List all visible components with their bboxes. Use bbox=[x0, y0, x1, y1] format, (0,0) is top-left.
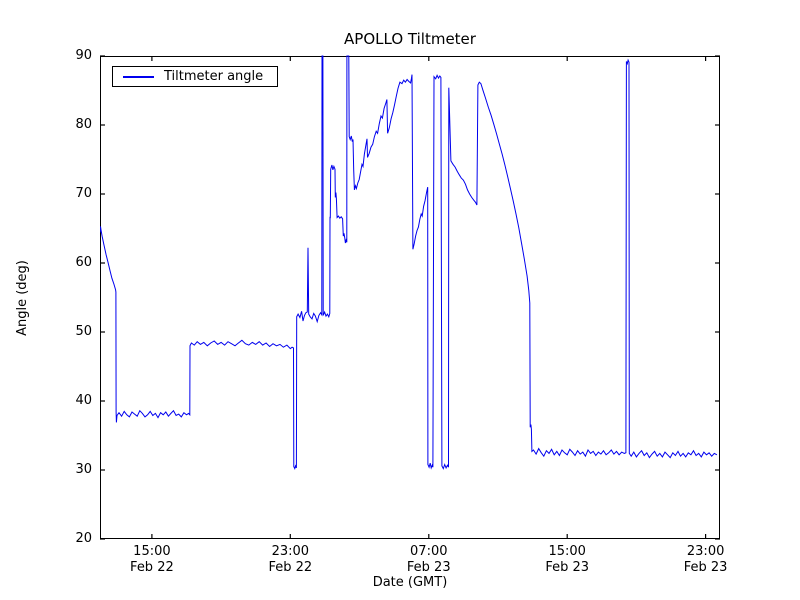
y-tick-label: 30 bbox=[75, 462, 92, 477]
x-tick-label: 07:00 bbox=[410, 544, 448, 559]
x-tick-label-date: Feb 22 bbox=[130, 560, 174, 575]
x-axis-title: Date (GMT) bbox=[372, 575, 448, 590]
y-tick-label: 80 bbox=[75, 117, 92, 132]
y-tick-label: 90 bbox=[75, 48, 92, 63]
chart-title: APOLLO Tiltmeter bbox=[344, 30, 476, 48]
y-tick-label: 40 bbox=[75, 393, 92, 408]
legend-label: Tiltmeter angle bbox=[164, 69, 264, 84]
legend-line-sample bbox=[123, 75, 154, 78]
y-tick-label: 20 bbox=[75, 531, 92, 546]
y-tick-label: 60 bbox=[75, 255, 92, 270]
x-tick-label-date: Feb 22 bbox=[268, 560, 313, 575]
x-tick-label-date: Feb 23 bbox=[683, 560, 728, 575]
tiltmeter-angle-line bbox=[100, 55, 718, 471]
x-tick-label-date: Feb 23 bbox=[545, 560, 590, 575]
y-tick-label: 70 bbox=[75, 186, 92, 201]
plot-area bbox=[100, 56, 720, 539]
y-axis-title: Angle (deg) bbox=[15, 260, 30, 336]
x-tick-label: 15:00 bbox=[548, 544, 586, 559]
x-tick-label: 15:00 bbox=[133, 544, 171, 559]
x-tick-label-date: Feb 23 bbox=[406, 560, 451, 575]
x-tick-label: 23:00 bbox=[271, 544, 310, 559]
legend-box: Tiltmeter angle bbox=[112, 66, 279, 87]
y-tick-label: 50 bbox=[75, 324, 92, 339]
x-tick-label: 23:00 bbox=[686, 544, 725, 559]
